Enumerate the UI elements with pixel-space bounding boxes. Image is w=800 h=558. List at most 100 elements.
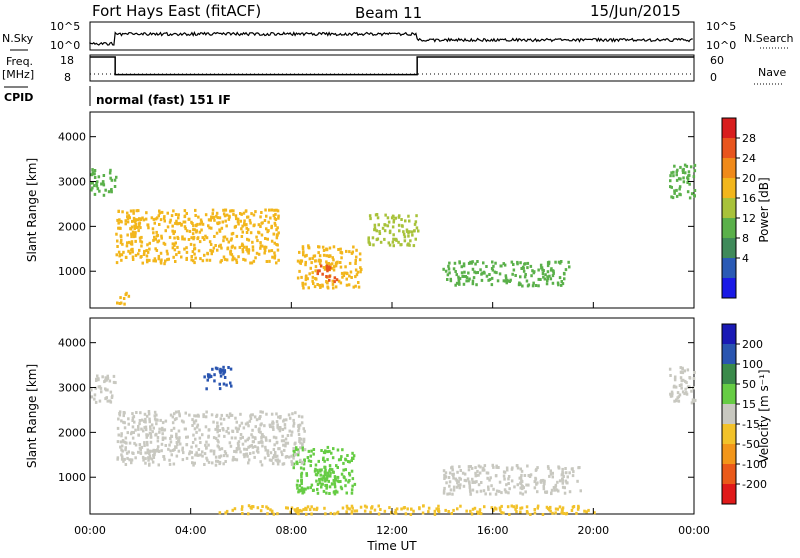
- range-gate-cell: [182, 420, 185, 424]
- range-gate-cell: [126, 241, 129, 245]
- range-gate-cell: [126, 220, 130, 224]
- range-gate-cell: [487, 487, 490, 491]
- range-gate-cell: [261, 440, 264, 444]
- range-gate-cell: [121, 210, 124, 214]
- range-gate-cell: [105, 396, 108, 400]
- range-gate-cell: [309, 459, 313, 463]
- range-gate-cell: [669, 179, 672, 183]
- range-gate-cell: [204, 234, 207, 238]
- range-gate-cell: [296, 479, 299, 483]
- range-gate-cell: [144, 428, 148, 432]
- range-gate-cell: [333, 280, 336, 284]
- range-gate-cell: [102, 174, 106, 177]
- range-gate-cell: [145, 258, 149, 262]
- range-gate-cell: [120, 419, 123, 423]
- range-gate-cell: [241, 250, 245, 254]
- range-gate-cell: [367, 236, 370, 240]
- range-gate-cell: [238, 424, 242, 428]
- range-gate-cell: [359, 505, 363, 509]
- range-gate-cell: [220, 447, 224, 451]
- velocity-panel-frame: [89, 317, 695, 515]
- range-gate-cell: [146, 443, 149, 447]
- range-gate-cell: [325, 485, 329, 489]
- range-gate-cell: [568, 265, 571, 269]
- range-gate-cell: [446, 273, 450, 277]
- range-gate-cell: [268, 458, 272, 462]
- range-gate-cell: [204, 443, 207, 447]
- range-gate-cell: [109, 176, 112, 180]
- range-gate-cell: [336, 490, 339, 494]
- range-gate-cell: [320, 485, 323, 489]
- range-gate-cell: [191, 456, 194, 460]
- range-gate-cell: [271, 255, 274, 259]
- range-gate-cell: [128, 441, 132, 445]
- range-gate-cell: [227, 415, 231, 419]
- date-title: 15/Jun/2015: [590, 2, 681, 20]
- range-gate-cell: [252, 259, 256, 263]
- range-gate-cell: [270, 208, 274, 212]
- velocity-heatmap: [90, 365, 697, 516]
- range-gate-cell: [482, 261, 485, 265]
- range-gate-cell: [670, 394, 674, 398]
- range-gate-cell: [485, 274, 489, 278]
- range-gate-cell: [547, 466, 550, 470]
- range-gate-cell: [339, 247, 342, 251]
- range-gate-cell: [520, 469, 524, 473]
- range-gate-cell: [340, 271, 344, 275]
- range-gate-cell: [125, 451, 129, 455]
- range-gate-cell: [126, 431, 129, 435]
- range-gate-cell: [245, 226, 248, 230]
- range-gate-cell: [121, 439, 125, 443]
- range-gate-cell: [229, 414, 233, 417]
- range-gate-cell: [550, 488, 554, 492]
- range-gate-cell: [285, 506, 288, 510]
- range-gate-cell: [139, 451, 143, 455]
- colorbar-tick-label: 4: [742, 252, 749, 265]
- range-gate-cell: [197, 215, 200, 219]
- range-tick-label: 4000: [58, 131, 86, 144]
- range-gate-cell: [561, 481, 564, 485]
- range-gate-cell: [164, 229, 167, 233]
- range-gate-cell: [125, 244, 129, 248]
- range-gate-cell: [163, 262, 166, 266]
- colorbar-swatch: [722, 178, 736, 199]
- range-gate-cell: [669, 174, 672, 178]
- range-gate-cell: [263, 219, 267, 222]
- range-gate-cell: [138, 443, 142, 447]
- range-gate-cell: [174, 260, 177, 263]
- range-gate-cell: [286, 434, 290, 437]
- range-gate-cell: [495, 489, 499, 493]
- range-gate-cell: [302, 440, 306, 443]
- range-gate-cell: [502, 262, 505, 266]
- range-gate-cell: [93, 393, 97, 397]
- range-gate-cell: [687, 170, 691, 174]
- range-gate-cell: [161, 438, 165, 441]
- range-gate-cell: [122, 420, 125, 424]
- range-gate-cell: [215, 214, 218, 218]
- range-gate-cell: [400, 243, 403, 247]
- range-gate-cell: [130, 248, 133, 252]
- range-gate-cell: [316, 269, 320, 273]
- range-gate-cell: [247, 251, 250, 255]
- range-gate-cell: [122, 414, 125, 418]
- range-gate-cell: [105, 378, 108, 382]
- range-gate-cell: [558, 505, 562, 509]
- range-gate-cell: [265, 227, 268, 231]
- range-gate-cell: [197, 448, 201, 451]
- range-gate-cell: [263, 246, 266, 250]
- range-gate-cell: [90, 188, 93, 192]
- range-gate-cell: [115, 253, 118, 257]
- range-gate-cell: [140, 235, 143, 239]
- range-gate-cell: [140, 240, 144, 244]
- range-gate-cell: [476, 469, 479, 473]
- range-gate-cell: [200, 220, 203, 224]
- range-gate-cell: [328, 469, 331, 473]
- range-gate-cell: [195, 425, 199, 429]
- range-gate-cell: [533, 480, 536, 484]
- range-gate-cell: [444, 269, 448, 273]
- range-gate-cell: [276, 462, 280, 466]
- range-gate-cell: [118, 226, 121, 230]
- range-gate-cell: [104, 379, 107, 383]
- range-gate-cell: [379, 240, 383, 244]
- range-gate-cell: [241, 512, 244, 515]
